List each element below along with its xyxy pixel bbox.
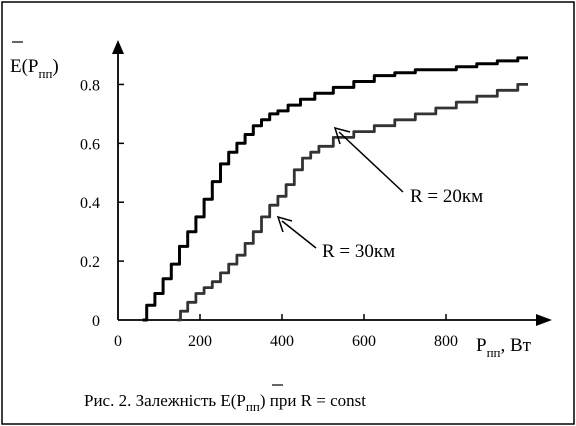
y-tick-label: 0.8 [80,77,100,94]
series [142,56,528,322]
svg-text:Pпп, Вт: Pпп, Вт [476,335,532,360]
y-axis-label-close: ) [52,56,58,77]
caption-prefix: Рис. 2. Залежність [84,391,220,410]
annotation-r30: R = 30км [276,215,395,262]
caption-suffix: при R = const [265,391,366,410]
series-line-r30 [177,83,528,322]
y-tick-label: 0.6 [80,136,100,153]
annotation-r20-arrow-head [333,126,351,145]
annotation-r30-arrow-head [276,215,293,233]
y-axis-arrow [112,40,124,54]
annotation-r20-label: R = 20км [410,186,483,207]
annotation-r20-arrow-line [338,131,404,193]
x-tick-label: 0 [114,333,122,350]
axes [112,40,552,326]
x-tick-label: 800 [434,333,458,350]
x-axis-label-unit: , Вт [501,335,532,356]
x-tick-label: 600 [352,333,376,350]
y-tick-label: 0 [92,313,100,330]
svg-text:E(Pпп): E(Pпп) [10,56,59,81]
annotation-r20: R = 20км [333,126,483,207]
annotation-r30-label: R = 30км [322,241,395,262]
ticks: 0 200 400 600 800 0 0.2 0.4 0.6 0.8 [80,77,458,350]
y-axis-label-main: E(P [10,56,39,77]
caption-e-sub: пп [246,399,260,414]
x-axis-label-main: P [476,335,487,356]
figure-caption: Рис. 2. Залежність E(Pпп) при R = const [84,384,366,414]
caption-e-close: ) [260,391,266,410]
y-axis-label-sub: пп [39,66,53,81]
y-tick-label: 0.4 [80,195,100,212]
y-axis-label: E(Pпп) [10,41,59,81]
x-tick-label: 400 [270,333,294,350]
series-line-r20 [142,56,528,322]
x-tick-label: 200 [188,333,212,350]
x-axis-label: Pпп, Вт [476,335,532,360]
y-tick-label: 0.2 [80,254,100,271]
svg-text:Рис. 2. Залежність E(Pпп) при: Рис. 2. Залежність E(Pпп) при R = const [84,391,366,414]
x-axis-arrow [536,314,552,326]
annotation-r30-arrow-line [281,220,317,249]
caption-e-main: E(P [220,391,246,410]
x-axis-label-sub: пп [487,345,501,360]
